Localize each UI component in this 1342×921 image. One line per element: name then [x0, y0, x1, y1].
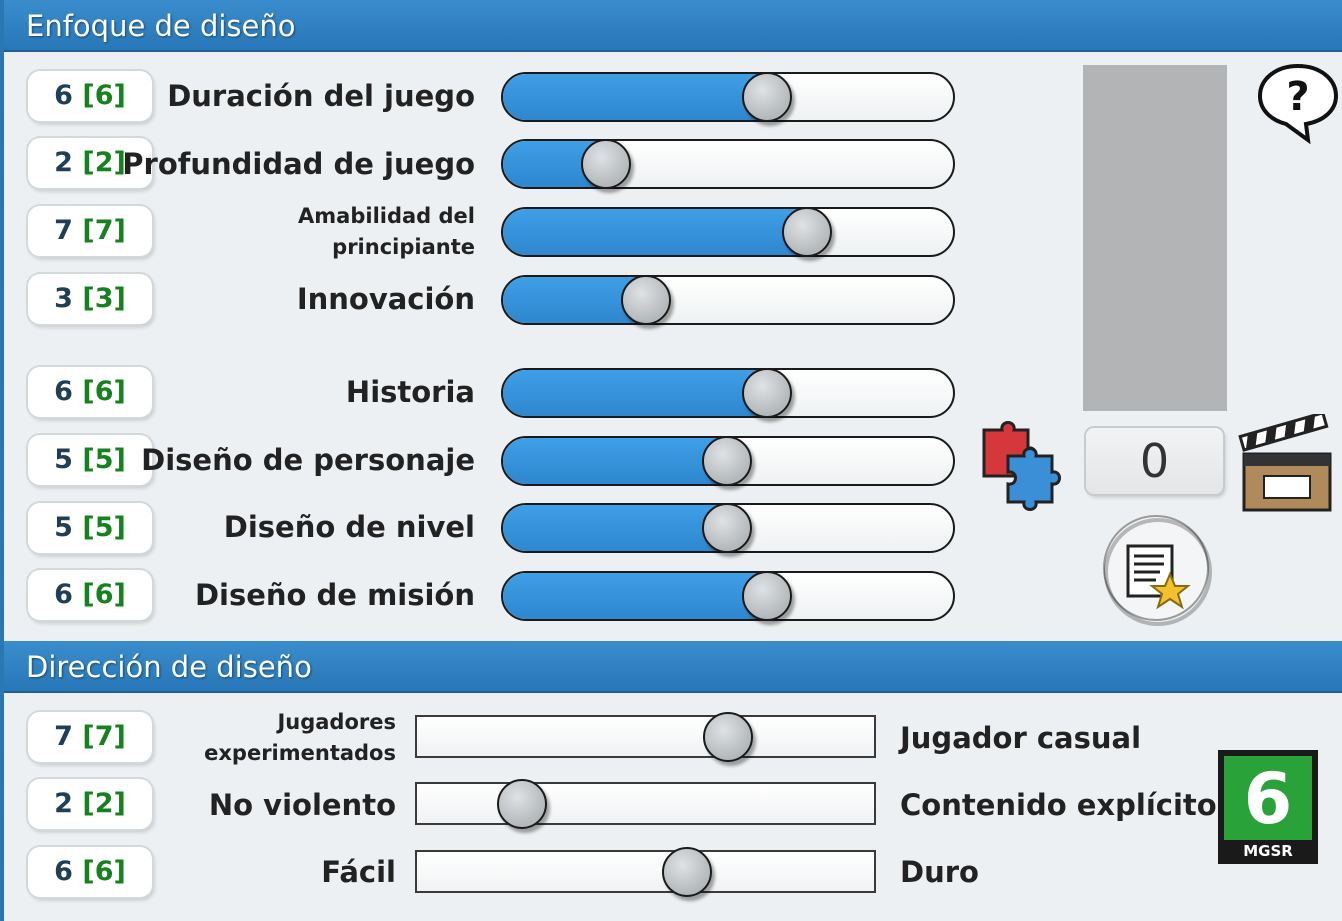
help-icon[interactable]: ? [1256, 60, 1340, 144]
suggested-value: [2] [82, 788, 126, 819]
slider-knob[interactable] [703, 711, 754, 762]
rating-label: MGSR [1243, 842, 1293, 860]
slider-fill [503, 209, 808, 255]
suggested-value: [5] [82, 444, 126, 475]
left-border [0, 0, 4, 921]
value-box: 6 [6] [28, 367, 152, 417]
right-label: Contenido explícito [900, 788, 1217, 822]
slider-knob[interactable] [701, 436, 752, 486]
slider-label: Diseño de nivel [223, 510, 475, 544]
suggested-value: [7] [82, 721, 126, 752]
suggested-value: [6] [82, 856, 126, 887]
slider-level-design[interactable] [501, 503, 955, 553]
suggested-value: [7] [82, 215, 126, 246]
slider-beginner-friendliness[interactable] [501, 207, 955, 257]
age-rating-badge: 6 MGSR [1218, 750, 1318, 864]
design-direction-header: Dirección de diseño [4, 641, 1342, 693]
slider-knob[interactable] [741, 368, 792, 418]
right-label: Jugador casual [900, 721, 1142, 755]
current-value: 6 [54, 80, 73, 111]
slider-fill [503, 370, 767, 416]
left-label: Fácil [321, 855, 396, 889]
slider-fill [503, 438, 727, 484]
slider-knob[interactable] [496, 778, 547, 829]
slider-character-design[interactable] [501, 436, 955, 486]
slider-game-depth[interactable] [501, 139, 955, 189]
slider-story[interactable] [501, 368, 955, 418]
value-box: 2 [2] [28, 779, 152, 829]
left-label: Jugadores experimentados [204, 710, 396, 765]
slider-audience[interactable] [415, 711, 876, 762]
current-value: 7 [54, 721, 73, 752]
slider-label: Innovación [296, 282, 475, 316]
left-label: No violento [208, 788, 396, 822]
current-value: 5 [54, 444, 73, 475]
current-value: 6 [54, 579, 73, 610]
current-value: 2 [54, 147, 73, 178]
slider-label: Duración del juego [167, 79, 475, 113]
value-box: 6 [6] [28, 570, 152, 620]
slider-violence[interactable] [415, 778, 876, 829]
counter-display: 0 [1086, 428, 1223, 494]
slider-label: Historia [345, 375, 475, 409]
preview-image-placeholder [1083, 65, 1227, 411]
suggested-value: [6] [82, 376, 126, 407]
rating-number: 6 [1224, 756, 1312, 840]
value-box: 5 [5] [28, 503, 152, 553]
slider-label: Diseño de misión [194, 578, 475, 612]
suggested-value: [6] [82, 80, 126, 111]
right-label: Duro [900, 855, 979, 889]
value-box: 6 [6] [28, 71, 152, 121]
value-box: 2 [2] [28, 138, 152, 188]
slider-label: Profundidad de juego [122, 147, 475, 181]
value-box: 6 [6] [28, 847, 152, 897]
current-value: 5 [54, 512, 73, 543]
slider-label: Diseño de personaje [141, 443, 475, 477]
current-value: 7 [54, 215, 73, 246]
value-box: 7 [7] [28, 206, 152, 256]
suggested-value: [5] [82, 512, 126, 543]
suggested-value: [2] [82, 147, 126, 178]
design-focus-header: Enfoque de diseño [4, 0, 1342, 52]
slider-label: Amabilidad del principiante [298, 204, 475, 259]
slider-knob[interactable] [620, 275, 671, 325]
slider-mission-design[interactable] [501, 571, 955, 621]
value-box: 7 [7] [28, 712, 152, 762]
slider-fill [503, 74, 767, 120]
current-value: 3 [54, 283, 73, 314]
slider-knob[interactable] [782, 207, 833, 257]
value-box: 5 [5] [28, 435, 152, 485]
slider-knob[interactable] [741, 72, 792, 122]
puzzle-icon[interactable] [978, 414, 1070, 514]
slider-innovation[interactable] [501, 275, 955, 325]
slider-difficulty[interactable] [415, 846, 876, 897]
svg-text:?: ? [1286, 74, 1309, 120]
slider-fill [503, 573, 767, 619]
slider-knob[interactable] [741, 571, 792, 621]
value-box: 3 [3] [28, 274, 152, 324]
slider-knob[interactable] [701, 503, 752, 553]
suggested-value: [6] [82, 579, 126, 610]
suggested-value: [3] [82, 283, 126, 314]
slider-fill [503, 505, 727, 551]
slider-game-length[interactable] [501, 72, 955, 122]
slider-knob[interactable] [580, 139, 631, 189]
current-value: 6 [54, 856, 73, 887]
current-value: 6 [54, 376, 73, 407]
notes-star-icon[interactable] [1100, 512, 1216, 628]
current-value: 2 [54, 788, 73, 819]
clapperboard-icon[interactable] [1238, 414, 1334, 514]
slider-knob[interactable] [661, 846, 712, 897]
